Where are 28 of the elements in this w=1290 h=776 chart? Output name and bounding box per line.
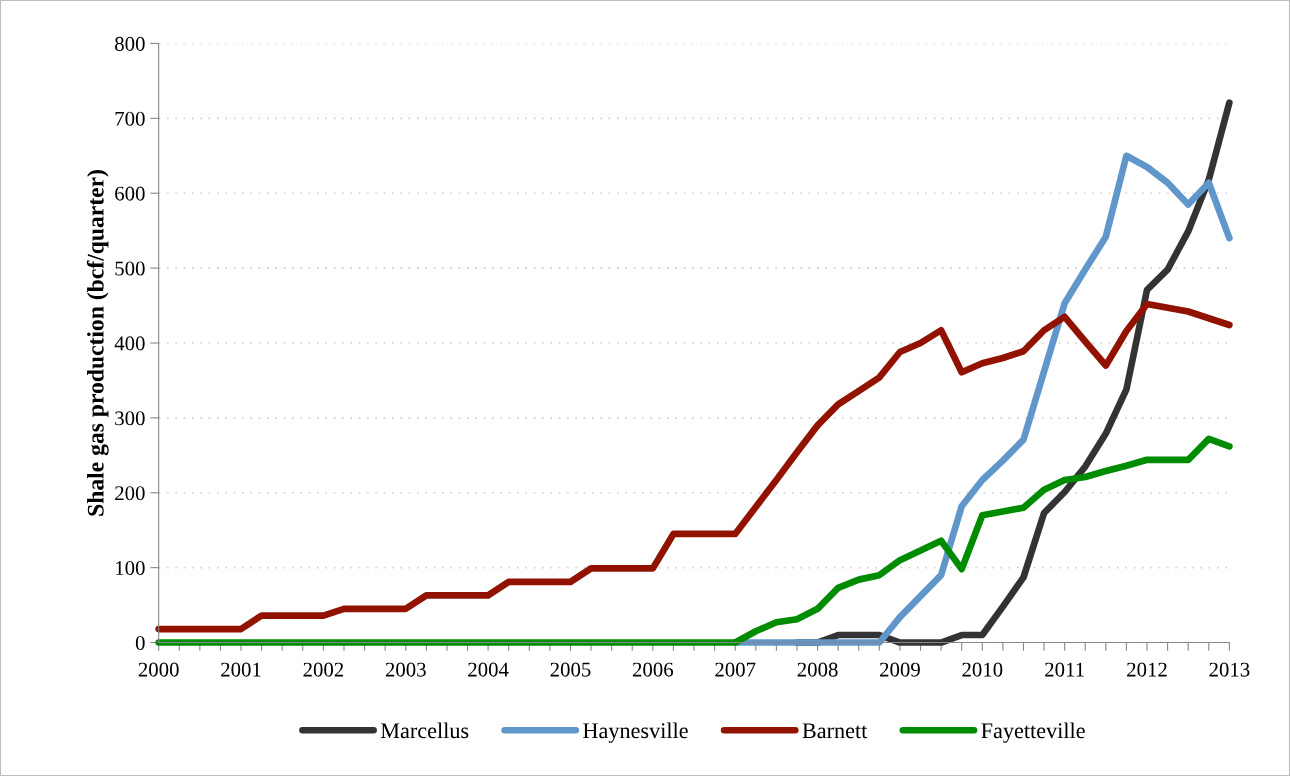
legend-label: Marcellus [380, 722, 469, 739]
y-tick-label: 100 [116, 561, 145, 576]
x-tick-label: 2004 [468, 662, 509, 677]
x-tick-label: 2003 [385, 662, 426, 677]
x-tick-label: 2001 [221, 662, 261, 677]
y-tick-label: 800 [115, 36, 145, 51]
x-tick-label: 2000 [138, 662, 179, 677]
y-tick-label: 200 [115, 486, 145, 501]
y-axis-title: Shale gas production (bcf/quarter) [86, 170, 109, 516]
y-tick-label: 0 [135, 635, 145, 650]
legend-label: Fayetteville [981, 722, 1085, 743]
y-tick-label: 500 [115, 261, 145, 276]
y-tick-label: 300 [115, 411, 145, 426]
x-tick-label: 2005 [550, 662, 591, 677]
x-tick-label: 2006 [632, 662, 674, 677]
x-tick-label: 2012 [1127, 662, 1167, 677]
x-tick-label: 2002 [303, 662, 344, 677]
x-tick-label: 2008 [797, 662, 838, 677]
y-tick-label: 600 [115, 186, 145, 201]
legend-label: Haynesville [583, 722, 688, 743]
x-tick-label: 2009 [880, 662, 920, 677]
legend-label: Barnett [802, 723, 868, 739]
y-tick-label: 400 [114, 336, 145, 351]
x-tick-label: 2011 [1045, 662, 1084, 677]
x-tick-label: 2013 [1209, 662, 1250, 677]
x-tick-label: 2007 [715, 662, 756, 677]
y-tick-label: 700 [115, 111, 145, 126]
x-tick-label: 2010 [962, 662, 1003, 677]
